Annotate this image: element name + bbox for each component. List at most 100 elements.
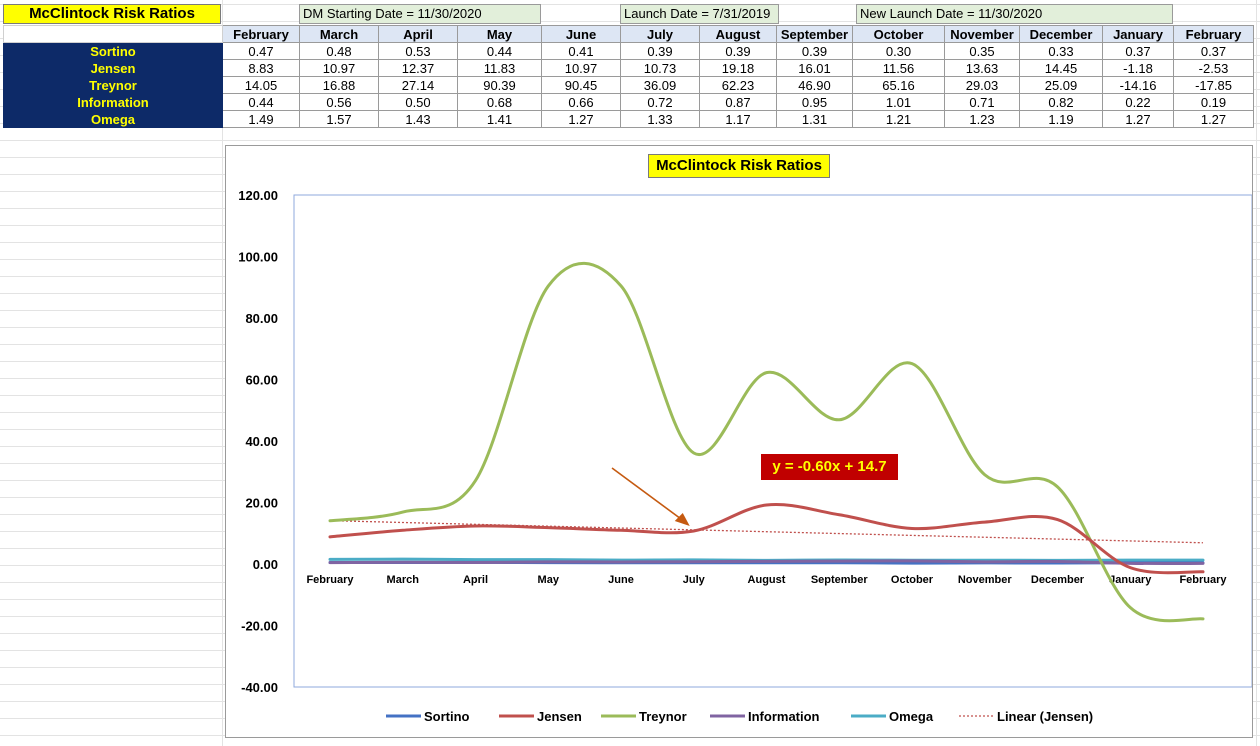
month-header[interactable]: July: [620, 25, 700, 43]
value-cell[interactable]: 0.56: [299, 93, 379, 111]
value-cell[interactable]: 16.01: [776, 59, 853, 77]
value-cell[interactable]: 1.27: [1173, 110, 1254, 128]
month-header[interactable]: January: [1102, 25, 1174, 43]
value-cell[interactable]: 14.45: [1019, 59, 1103, 77]
trendline-equation-label[interactable]: y = -0.60x + 14.7: [761, 454, 898, 480]
value-cell[interactable]: 0.68: [457, 93, 542, 111]
value-cell[interactable]: 62.23: [699, 76, 777, 94]
value-cell[interactable]: 27.14: [378, 76, 458, 94]
value-cell[interactable]: 0.30: [852, 42, 945, 60]
value-cell[interactable]: 0.22: [1102, 93, 1174, 111]
month-header[interactable]: September: [776, 25, 853, 43]
value-cell[interactable]: 11.83: [457, 59, 542, 77]
launch-date[interactable]: Launch Date = 7/31/2019: [620, 4, 779, 24]
row-label[interactable]: Jensen: [3, 59, 223, 77]
month-header[interactable]: June: [541, 25, 621, 43]
value-cell[interactable]: 10.97: [541, 59, 621, 77]
value-cell[interactable]: -2.53: [1173, 59, 1254, 77]
value-cell[interactable]: 12.37: [378, 59, 458, 77]
value-cell[interactable]: 0.33: [1019, 42, 1103, 60]
ratio-row-sortino: Sortino 0.47 0.48 0.53 0.44 0.41 0.39 0.39 0.39 0…: [3, 42, 1254, 60]
value-cell[interactable]: 1.23: [944, 110, 1020, 128]
value-cell[interactable]: 0.19: [1173, 93, 1254, 111]
month-header[interactable]: December: [1019, 25, 1103, 43]
value-cell[interactable]: 0.66: [541, 93, 621, 111]
value-cell[interactable]: 36.09: [620, 76, 700, 94]
new-launch-date[interactable]: New Launch Date = 11/30/2020: [856, 4, 1173, 24]
value-cell[interactable]: 0.39: [776, 42, 853, 60]
value-cell[interactable]: 29.03: [944, 76, 1020, 94]
value-cell[interactable]: -1.18: [1102, 59, 1174, 77]
y-tick-label: -20.00: [241, 619, 278, 634]
value-cell[interactable]: 1.57: [299, 110, 379, 128]
value-cell[interactable]: 1.41: [457, 110, 542, 128]
row-label[interactable]: Treynor: [3, 76, 223, 94]
value-cell[interactable]: 0.37: [1173, 42, 1254, 60]
value-cell[interactable]: 0.35: [944, 42, 1020, 60]
header-corner-cell[interactable]: [3, 25, 223, 43]
value-cell[interactable]: 8.83: [222, 59, 300, 77]
value-cell[interactable]: 0.82: [1019, 93, 1103, 111]
month-header[interactable]: October: [852, 25, 945, 43]
month-header[interactable]: November: [944, 25, 1020, 43]
value-cell[interactable]: 1.43: [378, 110, 458, 128]
value-cell[interactable]: 0.53: [378, 42, 458, 60]
value-cell[interactable]: 0.39: [699, 42, 777, 60]
dm-start-date[interactable]: DM Starting Date = 11/30/2020: [299, 4, 541, 24]
y-tick-label: 80.00: [245, 311, 278, 326]
value-cell[interactable]: 1.27: [1102, 110, 1174, 128]
x-tick-label: July: [683, 574, 706, 586]
value-cell[interactable]: 0.47: [222, 42, 300, 60]
annotation-arrow-shaft: [611, 467, 685, 522]
value-cell[interactable]: 0.39: [620, 42, 700, 60]
value-cell[interactable]: 90.39: [457, 76, 542, 94]
row-label[interactable]: Sortino: [3, 42, 223, 60]
month-header[interactable]: February: [1173, 25, 1254, 43]
value-cell[interactable]: 0.41: [541, 42, 621, 60]
value-cell[interactable]: 19.18: [699, 59, 777, 77]
value-cell[interactable]: 1.31: [776, 110, 853, 128]
value-cell[interactable]: 0.48: [299, 42, 379, 60]
value-cell[interactable]: 14.05: [222, 76, 300, 94]
month-header[interactable]: August: [699, 25, 777, 43]
legend-label: Sortino: [424, 709, 470, 724]
sheet-title[interactable]: McClintock Risk Ratios: [3, 4, 221, 24]
value-cell[interactable]: 1.01: [852, 93, 945, 111]
value-cell[interactable]: 1.17: [699, 110, 777, 128]
value-cell[interactable]: 10.97: [299, 59, 379, 77]
value-cell[interactable]: 0.95: [776, 93, 853, 111]
month-header[interactable]: March: [299, 25, 379, 43]
row-label[interactable]: Omega: [3, 110, 223, 128]
value-cell[interactable]: 13.63: [944, 59, 1020, 77]
legend-label: Treynor: [639, 709, 687, 724]
chart-area[interactable]: 120.00 100.00 80.00 60.00 40.00 20.00 0.00 -20.…: [225, 145, 1253, 738]
value-cell[interactable]: 0.72: [620, 93, 700, 111]
value-cell[interactable]: 1.33: [620, 110, 700, 128]
value-cell[interactable]: 11.56: [852, 59, 945, 77]
value-cell[interactable]: 0.50: [378, 93, 458, 111]
value-cell[interactable]: 0.44: [222, 93, 300, 111]
value-cell[interactable]: 1.27: [541, 110, 621, 128]
chart-title[interactable]: McClintock Risk Ratios: [648, 154, 830, 178]
value-cell[interactable]: 0.44: [457, 42, 542, 60]
value-cell[interactable]: 16.88: [299, 76, 379, 94]
value-cell[interactable]: -14.16: [1102, 76, 1174, 94]
value-cell[interactable]: -17.85: [1173, 76, 1254, 94]
value-cell[interactable]: 1.21: [852, 110, 945, 128]
month-header[interactable]: May: [457, 25, 542, 43]
line-chart: 120.00 100.00 80.00 60.00 40.00 20.00 0.00 -20.…: [238, 188, 1252, 724]
value-cell[interactable]: 0.37: [1102, 42, 1174, 60]
value-cell[interactable]: 10.73: [620, 59, 700, 77]
value-cell[interactable]: 46.90: [776, 76, 853, 94]
row-label[interactable]: Information: [3, 93, 223, 111]
value-cell[interactable]: 25.09: [1019, 76, 1103, 94]
month-header[interactable]: April: [378, 25, 458, 43]
y-tick-label: 100.00: [238, 250, 278, 265]
value-cell[interactable]: 1.19: [1019, 110, 1103, 128]
value-cell[interactable]: 90.45: [541, 76, 621, 94]
value-cell[interactable]: 0.71: [944, 93, 1020, 111]
value-cell[interactable]: 0.87: [699, 93, 777, 111]
value-cell[interactable]: 65.16: [852, 76, 945, 94]
month-header[interactable]: February: [222, 25, 300, 43]
value-cell[interactable]: 1.49: [222, 110, 300, 128]
